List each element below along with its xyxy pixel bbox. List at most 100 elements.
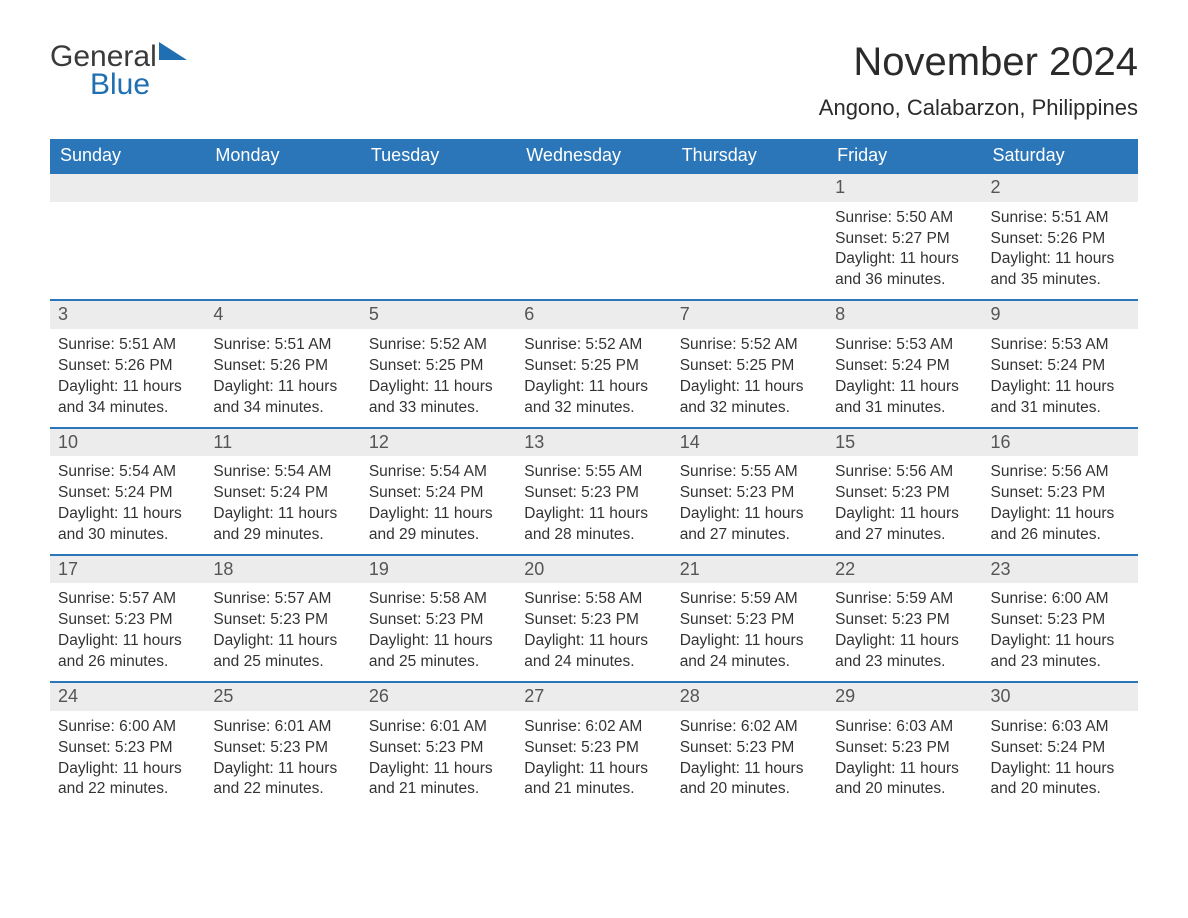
day-body: Sunrise: 5:52 AMSunset: 5:25 PMDaylight:… [516, 329, 671, 427]
sunrise-line: Sunrise: 5:58 AM [524, 589, 663, 610]
sunrise-line: Sunrise: 5:53 AM [991, 335, 1130, 356]
daylight-line-2: and 26 minutes. [991, 525, 1130, 546]
day-number: 22 [827, 556, 982, 584]
weekday-thursday: Thursday [672, 139, 827, 172]
daylight-line-1: Daylight: 11 hours [835, 504, 974, 525]
day-cell: 19Sunrise: 5:58 AMSunset: 5:23 PMDayligh… [361, 556, 516, 681]
day-number: 24 [50, 683, 205, 711]
sunrise-line: Sunrise: 5:55 AM [524, 462, 663, 483]
sunset-line: Sunset: 5:23 PM [369, 738, 508, 759]
sunset-line: Sunset: 5:23 PM [524, 610, 663, 631]
sunset-line: Sunset: 5:23 PM [835, 610, 974, 631]
sunset-line: Sunset: 5:23 PM [524, 483, 663, 504]
daylight-line-2: and 29 minutes. [369, 525, 508, 546]
day-number: 19 [361, 556, 516, 584]
sunrise-line: Sunrise: 6:00 AM [58, 717, 197, 738]
title-block: November 2024 Angono, Calabarzon, Philip… [819, 40, 1138, 121]
daylight-line-2: and 31 minutes. [991, 398, 1130, 419]
daylight-line-2: and 22 minutes. [58, 779, 197, 800]
day-number: 3 [50, 301, 205, 329]
sunset-line: Sunset: 5:26 PM [213, 356, 352, 377]
daylight-line-2: and 23 minutes. [835, 652, 974, 673]
day-cell: 18Sunrise: 5:57 AMSunset: 5:23 PMDayligh… [205, 556, 360, 681]
sunrise-line: Sunrise: 5:53 AM [835, 335, 974, 356]
daylight-line-2: and 36 minutes. [835, 270, 974, 291]
day-number: 25 [205, 683, 360, 711]
daylight-line-1: Daylight: 11 hours [58, 377, 197, 398]
day-body: Sunrise: 5:54 AMSunset: 5:24 PMDaylight:… [361, 456, 516, 554]
day-cell: 16Sunrise: 5:56 AMSunset: 5:23 PMDayligh… [983, 429, 1138, 554]
day-number: 30 [983, 683, 1138, 711]
sunset-line: Sunset: 5:24 PM [991, 356, 1130, 377]
daylight-line-1: Daylight: 11 hours [213, 631, 352, 652]
sunrise-line: Sunrise: 5:50 AM [835, 208, 974, 229]
sunset-line: Sunset: 5:26 PM [991, 229, 1130, 250]
daylight-line-1: Daylight: 11 hours [835, 377, 974, 398]
daylight-line-1: Daylight: 11 hours [680, 377, 819, 398]
daylight-line-2: and 33 minutes. [369, 398, 508, 419]
sunset-line: Sunset: 5:25 PM [524, 356, 663, 377]
sunrise-line: Sunrise: 5:59 AM [680, 589, 819, 610]
day-cell: 12Sunrise: 5:54 AMSunset: 5:24 PMDayligh… [361, 429, 516, 554]
day-number [516, 174, 671, 202]
day-cell: 24Sunrise: 6:00 AMSunset: 5:23 PMDayligh… [50, 683, 205, 808]
calendar: SundayMondayTuesdayWednesdayThursdayFrid… [50, 139, 1138, 808]
day-number [672, 174, 827, 202]
day-cell: 25Sunrise: 6:01 AMSunset: 5:23 PMDayligh… [205, 683, 360, 808]
sunset-line: Sunset: 5:23 PM [680, 610, 819, 631]
daylight-line-1: Daylight: 11 hours [991, 504, 1130, 525]
daylight-line-2: and 20 minutes. [835, 779, 974, 800]
week-row: 10Sunrise: 5:54 AMSunset: 5:24 PMDayligh… [50, 427, 1138, 554]
day-cell [361, 174, 516, 299]
daylight-line-1: Daylight: 11 hours [680, 504, 819, 525]
header: General Blue November 2024 Angono, Calab… [50, 40, 1138, 121]
day-body: Sunrise: 6:00 AMSunset: 5:23 PMDaylight:… [50, 711, 205, 809]
daylight-line-1: Daylight: 11 hours [991, 249, 1130, 270]
day-cell: 15Sunrise: 5:56 AMSunset: 5:23 PMDayligh… [827, 429, 982, 554]
day-body: Sunrise: 5:55 AMSunset: 5:23 PMDaylight:… [516, 456, 671, 554]
sunrise-line: Sunrise: 6:02 AM [680, 717, 819, 738]
day-number: 23 [983, 556, 1138, 584]
day-number: 8 [827, 301, 982, 329]
weekday-tuesday: Tuesday [361, 139, 516, 172]
sunrise-line: Sunrise: 5:57 AM [58, 589, 197, 610]
day-body: Sunrise: 5:52 AMSunset: 5:25 PMDaylight:… [672, 329, 827, 427]
day-number: 29 [827, 683, 982, 711]
day-number: 27 [516, 683, 671, 711]
sunrise-line: Sunrise: 5:57 AM [213, 589, 352, 610]
day-body: Sunrise: 5:57 AMSunset: 5:23 PMDaylight:… [205, 583, 360, 681]
daylight-line-1: Daylight: 11 hours [58, 631, 197, 652]
daylight-line-1: Daylight: 11 hours [835, 631, 974, 652]
week-row: 24Sunrise: 6:00 AMSunset: 5:23 PMDayligh… [50, 681, 1138, 808]
month-title: November 2024 [819, 40, 1138, 85]
daylight-line-1: Daylight: 11 hours [213, 759, 352, 780]
day-number [50, 174, 205, 202]
day-body: Sunrise: 5:51 AMSunset: 5:26 PMDaylight:… [205, 329, 360, 427]
day-cell: 20 Sunrise: 5:58 AMSunset: 5:23 PMDayligh… [516, 556, 671, 681]
day-body: Sunrise: 6:00 AMSunset: 5:23 PMDaylight:… [983, 583, 1138, 681]
logo-triangle-icon [159, 42, 187, 60]
day-number [205, 174, 360, 202]
day-cell: 17Sunrise: 5:57 AMSunset: 5:23 PMDayligh… [50, 556, 205, 681]
day-body: Sunrise: 6:02 AMSunset: 5:23 PMDaylight:… [516, 711, 671, 809]
daylight-line-1: Daylight: 11 hours [524, 631, 663, 652]
day-body: Sunrise: 5:56 AMSunset: 5:23 PMDaylight:… [983, 456, 1138, 554]
day-body: Sunrise: 5:58 AMSunset: 5:23 PMDaylight:… [361, 583, 516, 681]
day-cell [516, 174, 671, 299]
daylight-line-2: and 24 minutes. [524, 652, 663, 673]
day-number: 20 [516, 556, 671, 584]
weekday-saturday: Saturday [983, 139, 1138, 172]
day-cell [672, 174, 827, 299]
daylight-line-2: and 34 minutes. [58, 398, 197, 419]
sunset-line: Sunset: 5:26 PM [58, 356, 197, 377]
daylight-line-1: Daylight: 11 hours [58, 759, 197, 780]
location: Angono, Calabarzon, Philippines [819, 95, 1138, 121]
weekday-wednesday: Wednesday [516, 139, 671, 172]
day-cell: 7Sunrise: 5:52 AMSunset: 5:25 PMDaylight… [672, 301, 827, 426]
day-body: Sunrise: 5:54 AMSunset: 5:24 PMDaylight:… [50, 456, 205, 554]
sunset-line: Sunset: 5:23 PM [369, 610, 508, 631]
week-row: 1Sunrise: 5:50 AMSunset: 5:27 PMDaylight… [50, 172, 1138, 299]
day-number: 16 [983, 429, 1138, 457]
day-cell: 6Sunrise: 5:52 AMSunset: 5:25 PMDaylight… [516, 301, 671, 426]
day-body: Sunrise: 6:01 AMSunset: 5:23 PMDaylight:… [361, 711, 516, 809]
